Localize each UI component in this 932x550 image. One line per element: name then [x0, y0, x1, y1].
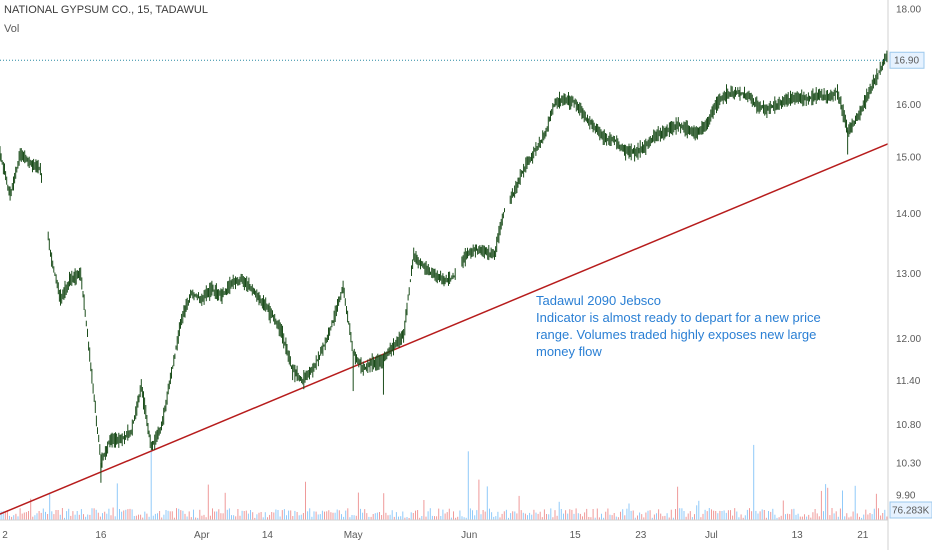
symbol-title: NATIONAL GYPSUM CO., 15, TADAWUL [4, 4, 208, 16]
volume-value: 76.283K [892, 506, 930, 517]
volume-badge [889, 501, 932, 519]
annotation-text: Tadawul 2090 Jebsco Indicator is almost … [536, 292, 836, 360]
annotation-line-2: range. Volumes traded highly exposes new… [536, 327, 817, 342]
last-price-value: 16.90 [894, 56, 919, 67]
annotation-title: Tadawul 2090 Jebsco [536, 293, 662, 308]
x-tick-label: Jul [705, 530, 718, 541]
x-tick-label: 2 [2, 530, 8, 541]
volume-bars [0, 444, 888, 520]
x-tick-label: 14 [262, 530, 274, 541]
y-axis-ticks: 18.00 16.00 15.00 14.00 13.00 12.00 11.40 10.80… [896, 4, 921, 501]
last-price-badge [889, 51, 925, 69]
y-tick-label: 15.00 [896, 153, 921, 164]
x-axis-ticks: 2 16 Apr 14 May Jun 15 23 Jul 13 21 [2, 530, 869, 541]
x-tick-label: 13 [792, 530, 804, 541]
y-tick-label: 9.90 [896, 490, 916, 501]
annotation-line-1: Indicator is almost ready to depart for … [536, 310, 821, 325]
y-tick-label: 18.00 [896, 4, 921, 15]
x-tick-label: 21 [857, 530, 869, 541]
x-tick-label: Jun [461, 530, 477, 541]
y-tick-label: 13.00 [896, 269, 921, 280]
support-trendline [0, 143, 889, 515]
price-labels: 16.90 76.283K [889, 51, 932, 519]
y-tick-label: 11.40 [896, 376, 921, 387]
trendline [0, 143, 889, 515]
y-tick-label: 10.30 [896, 458, 921, 469]
x-tick-label: 23 [635, 530, 647, 541]
x-tick-label: 15 [570, 530, 582, 541]
annotation-line-3: money flow [536, 344, 602, 359]
y-tick-label: 12.00 [896, 334, 921, 345]
x-tick-label: Apr [194, 530, 210, 541]
x-tick-label: May [344, 530, 363, 541]
x-tick-label: 16 [95, 530, 107, 541]
y-tick-label: 16.00 [896, 100, 921, 111]
volume-indicator-label: Vol [4, 23, 20, 35]
y-tick-label: 14.00 [896, 209, 921, 220]
y-tick-label: 10.80 [896, 420, 921, 431]
axes [0, 0, 889, 550]
price-candles [0, 50, 888, 483]
